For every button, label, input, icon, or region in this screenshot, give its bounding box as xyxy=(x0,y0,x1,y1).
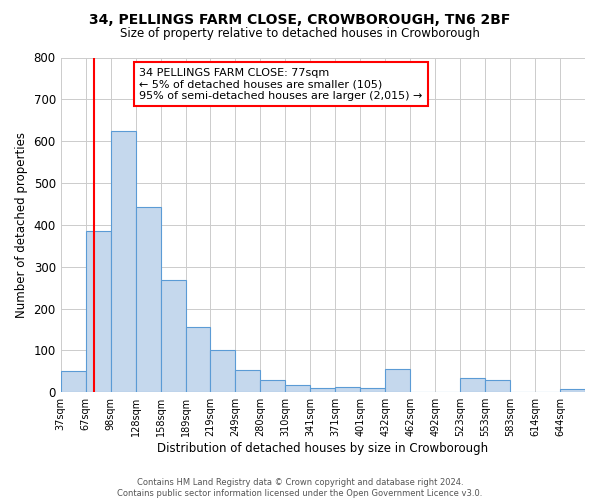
X-axis label: Distribution of detached houses by size in Crowborough: Distribution of detached houses by size … xyxy=(157,442,488,455)
Bar xyxy=(136,207,161,392)
Bar xyxy=(385,369,410,392)
Bar xyxy=(485,380,510,392)
Text: 34 PELLINGS FARM CLOSE: 77sqm
← 5% of detached houses are smaller (105)
95% of s: 34 PELLINGS FARM CLOSE: 77sqm ← 5% of de… xyxy=(139,68,422,100)
Bar xyxy=(61,372,86,392)
Text: Size of property relative to detached houses in Crowborough: Size of property relative to detached ho… xyxy=(120,28,480,40)
Bar xyxy=(286,384,310,392)
Bar xyxy=(161,280,185,392)
Bar xyxy=(460,378,485,392)
Y-axis label: Number of detached properties: Number of detached properties xyxy=(15,132,28,318)
Bar xyxy=(560,389,585,392)
Bar xyxy=(110,130,136,392)
Bar xyxy=(310,388,335,392)
Bar xyxy=(86,231,110,392)
Text: 34, PELLINGS FARM CLOSE, CROWBOROUGH, TN6 2BF: 34, PELLINGS FARM CLOSE, CROWBOROUGH, TN… xyxy=(89,12,511,26)
Bar xyxy=(260,380,286,392)
Bar xyxy=(211,350,235,392)
Bar xyxy=(185,328,211,392)
Bar xyxy=(235,370,260,392)
Text: Contains HM Land Registry data © Crown copyright and database right 2024.
Contai: Contains HM Land Registry data © Crown c… xyxy=(118,478,482,498)
Bar xyxy=(360,388,385,392)
Bar xyxy=(335,387,360,392)
